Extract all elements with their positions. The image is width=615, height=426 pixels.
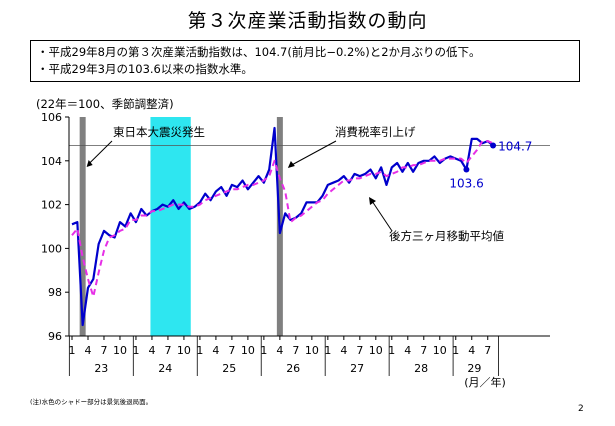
march-point-marker [463, 166, 470, 173]
index-series-line [71, 126, 494, 327]
x-tick-label: 10 [113, 344, 127, 357]
y-tick-label: 98 [48, 286, 62, 299]
x-tick-label: 4 [84, 344, 91, 357]
x-year-label: 24 [158, 362, 172, 375]
x-year-label: 27 [350, 362, 364, 375]
event-label-earthquake: 東日本大震災発生 [113, 125, 205, 139]
footnote: (注)水色のシャドー部分は景気後退局面。 [30, 398, 153, 406]
latest-value-label: 104.7 [498, 139, 532, 153]
arrowhead-earthquake [86, 160, 93, 167]
arrowhead-tax-increase [287, 161, 295, 168]
x-year-label: 28 [414, 362, 428, 375]
x-tick-label: 1 [260, 344, 267, 357]
x-tick-label: 4 [468, 344, 475, 357]
y-tick-label: 96 [48, 330, 62, 343]
x-tick-label: 7 [164, 344, 171, 357]
summary-box: ・平成29年8月の第３次産業活動指数は、104.7(前月比−0.2%)と2か月ぶ… [30, 40, 580, 82]
page-number: 2 [578, 404, 584, 414]
y-tick-label: 100 [41, 242, 62, 255]
x-tick-label: 10 [369, 344, 383, 357]
page-title: 第３次産業活動指数の動向 [187, 10, 428, 32]
x-tick-label: 7 [420, 344, 427, 357]
arrow-tax-increase [289, 140, 337, 167]
y-tick-label: 104 [41, 155, 62, 168]
x-tick-label: 4 [212, 344, 219, 357]
x-tick-label: 1 [69, 344, 76, 357]
x-tick-label: 10 [305, 344, 319, 357]
x-year-label: 23 [94, 362, 108, 375]
x-tick-label: 4 [276, 344, 283, 357]
x-tick-label: 1 [132, 344, 139, 357]
x-tick-label: 1 [388, 344, 395, 357]
arrowhead-moving-average [369, 197, 376, 205]
x-tick-label: 10 [433, 344, 447, 357]
x-tick-label: 4 [340, 344, 347, 357]
y-tick-label: 102 [41, 199, 62, 212]
x-tick-label: 10 [177, 344, 191, 357]
summary-line-1: ・平成29年8月の第３次産業活動指数は、104.7(前月比−0.2%)と2か月ぶ… [37, 45, 481, 59]
arrow-earthquake [87, 140, 113, 166]
x-tick-label: 7 [292, 344, 299, 357]
x-tick-label: 7 [484, 344, 491, 357]
event-label-tax-increase: 消費税率引上げ [335, 125, 416, 139]
moving-average-label: 後方三ヶ月移動平均値 [389, 229, 504, 243]
x-tick-label: 7 [356, 344, 363, 357]
y-tick-label: 106 [41, 111, 62, 124]
x-tick-label: 1 [324, 344, 331, 357]
arrow-moving-average [371, 200, 393, 232]
x-tick-label: 4 [404, 344, 411, 357]
latest-point-marker [490, 142, 497, 149]
x-year-label: 29 [467, 362, 481, 375]
summary-line-2: ・平成29年3月の103.6以来の指数水準。 [37, 62, 253, 76]
x-tick-label: 1 [196, 344, 203, 357]
x-year-label: 26 [286, 362, 300, 375]
x-tick-label: 10 [241, 344, 255, 357]
x-tick-label: 7 [228, 344, 235, 357]
recession-shading [150, 117, 191, 336]
x-unit-label: (月／年) [464, 375, 506, 389]
march-value-label: 103.6 [449, 177, 483, 191]
moving-average-line [71, 140, 494, 298]
unit-label: (22年＝100、季節調整済) [36, 97, 174, 111]
x-tick-label: 1 [452, 344, 459, 357]
x-tick-label: 7 [100, 344, 107, 357]
event-bar-1 [79, 117, 86, 336]
x-tick-label: 4 [148, 344, 155, 357]
x-year-label: 25 [222, 362, 236, 375]
